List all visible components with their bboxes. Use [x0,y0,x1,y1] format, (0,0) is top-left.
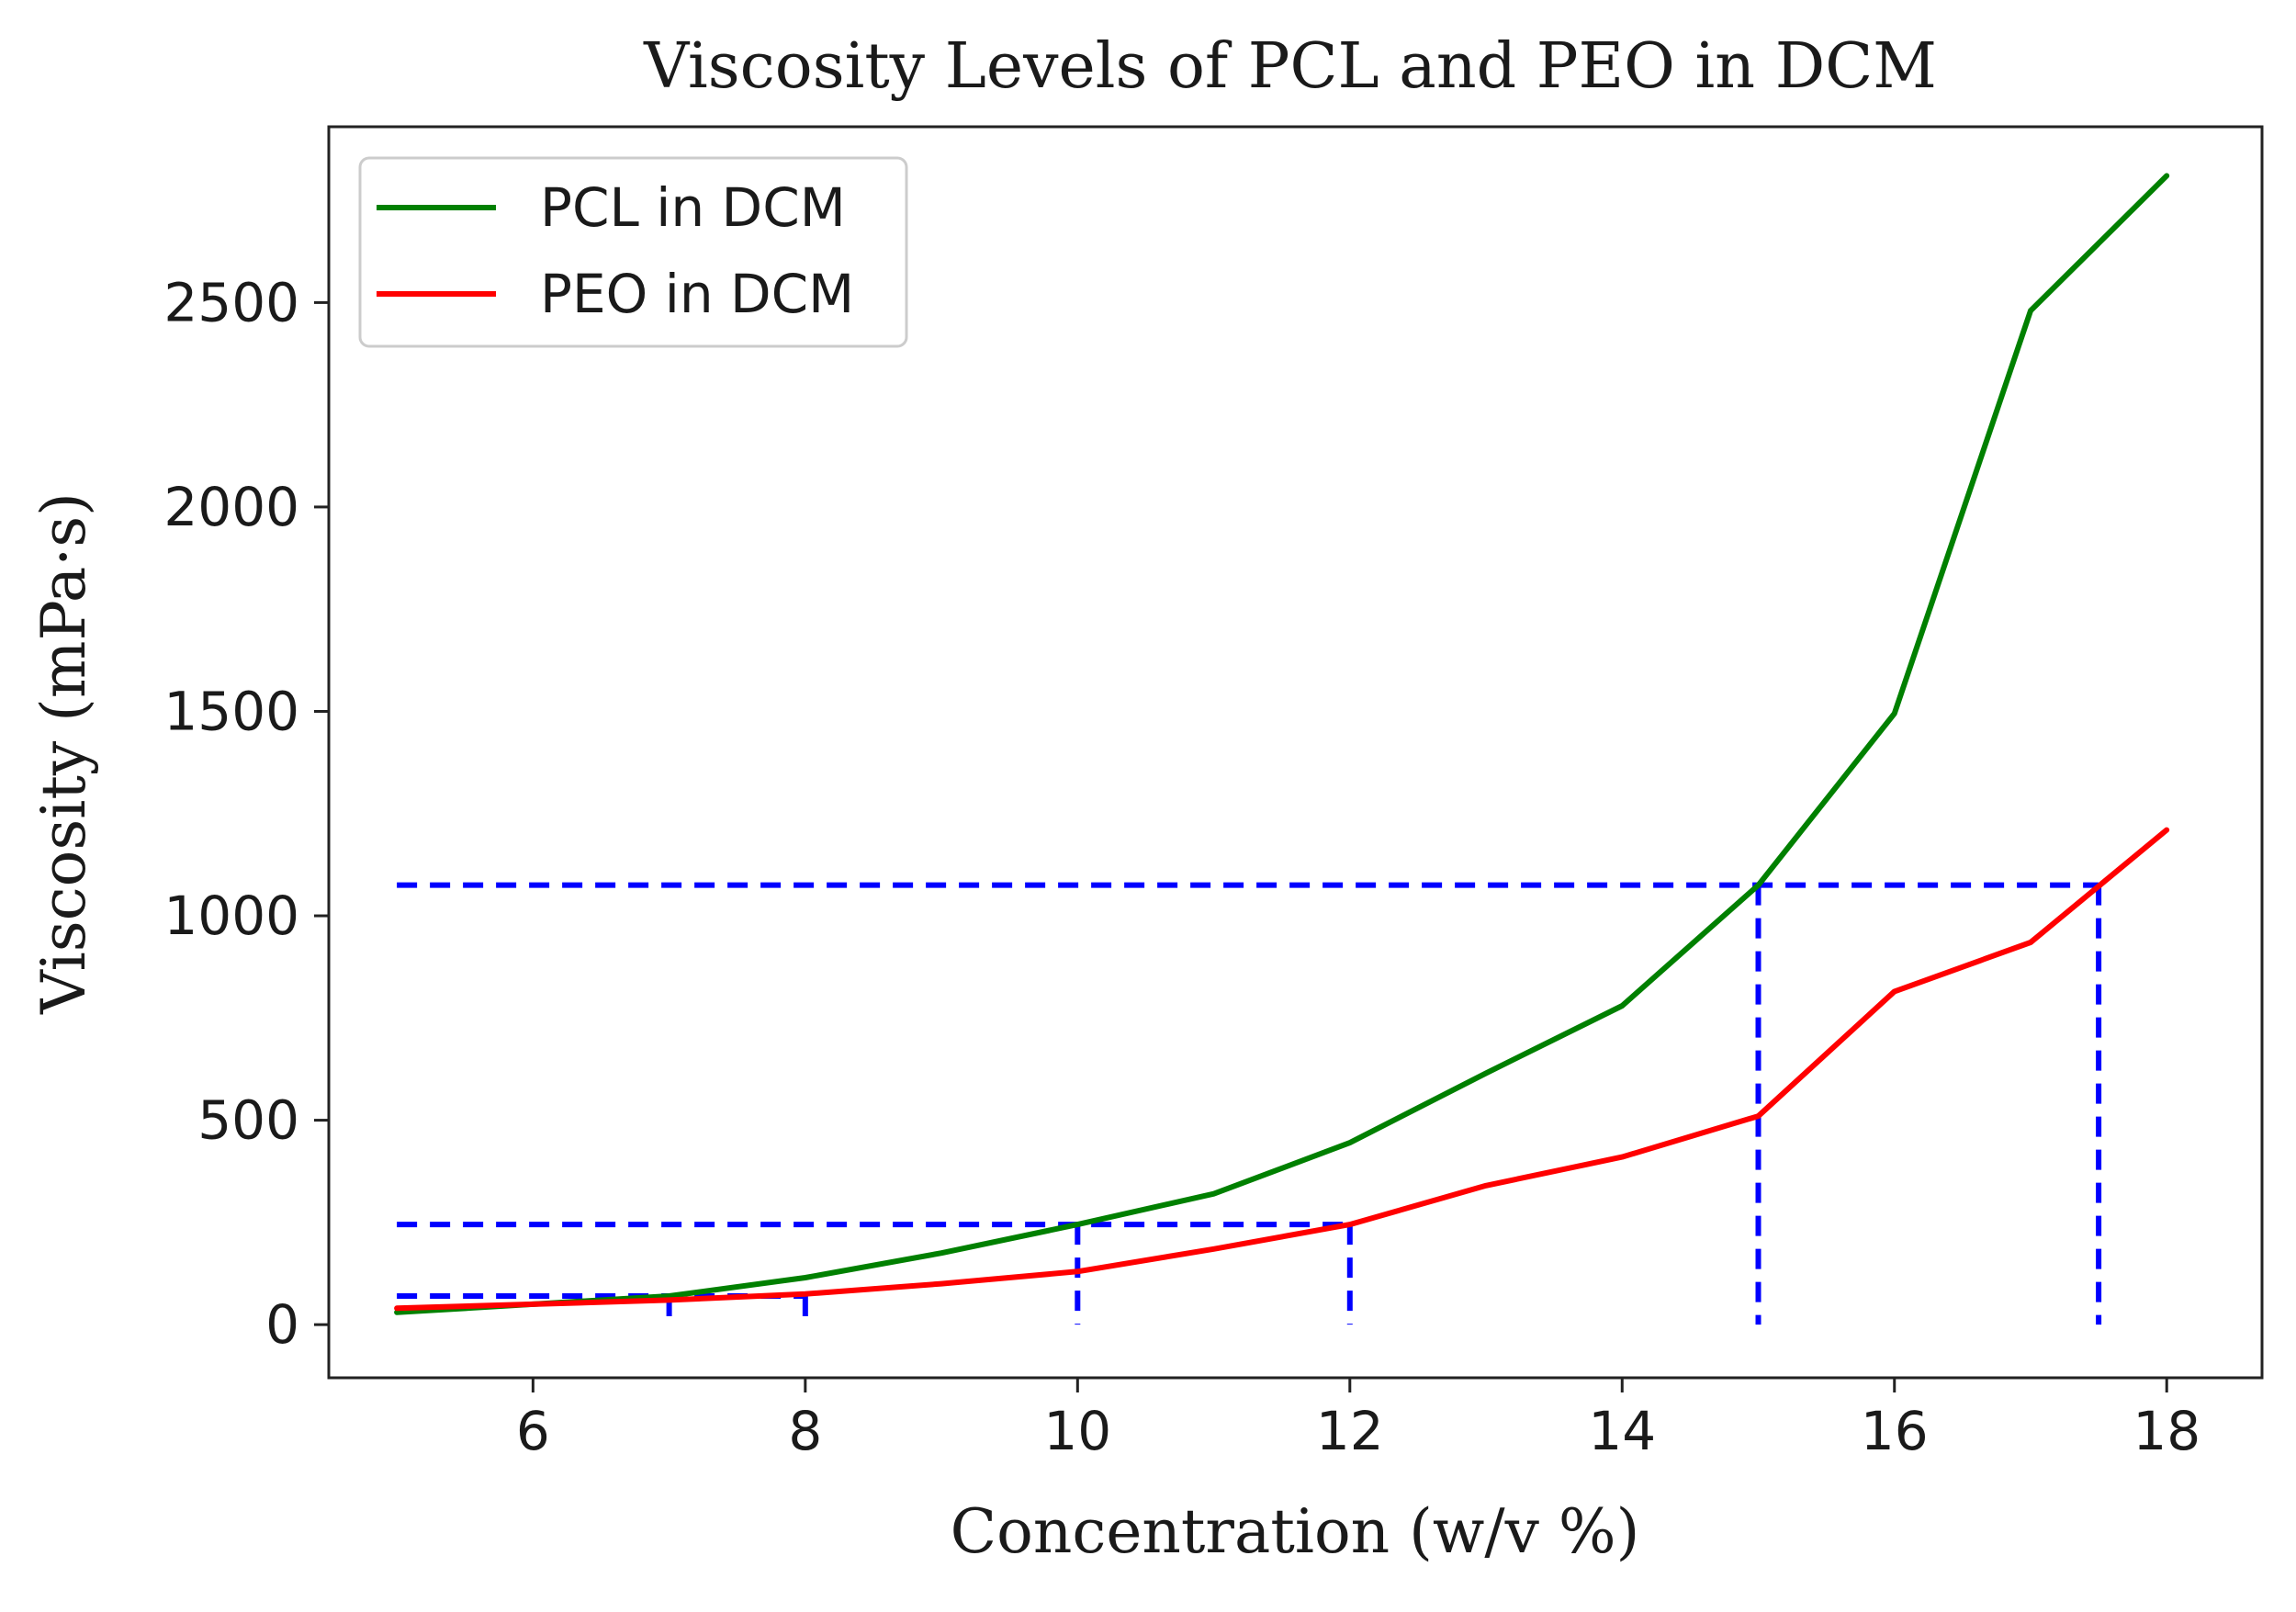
y-axis: 0 500 1000 1500 2000 2500 [163,271,329,1356]
x-tick-label: 6 [516,1400,550,1462]
y-tick-label: 2000 [163,476,299,538]
x-tick-label: 14 [1588,1400,1656,1462]
y-tick-label: 1000 [163,885,299,947]
legend-label-peo: PEO in DCM [540,263,854,325]
legend: PCL in DCM PEO in DCM [358,156,908,348]
y-tick-label: 500 [197,1089,299,1152]
chart-title: Viscosity Levels of PCL and PEO in DCM [643,30,1937,103]
x-tick-label: 18 [2133,1400,2200,1462]
series-line-pcl [394,173,2170,1315]
legend-label-pcl: PCL in DCM [540,176,846,239]
y-tick-label: 1500 [163,680,299,742]
x-tick-label: 16 [1861,1400,1929,1462]
y-axis-label: Viscosity (mPa·s) [28,492,99,1015]
x-tick-label: 10 [1043,1400,1111,1462]
plot-frame [327,125,2264,1380]
x-tick-label: 8 [788,1400,822,1462]
x-axis-label: Concentration (w/v %) [951,1496,1640,1567]
y-tick-label: 2500 [163,271,299,333]
series-line-peo [394,827,2170,1312]
reference-lines [397,882,2102,1325]
legend-box [358,156,908,348]
y-tick-label: 0 [265,1293,299,1356]
x-tick-label: 12 [1316,1400,1384,1462]
x-axis: 6 8 10 12 14 16 18 [516,1378,2200,1462]
series-lines [394,173,2170,1315]
